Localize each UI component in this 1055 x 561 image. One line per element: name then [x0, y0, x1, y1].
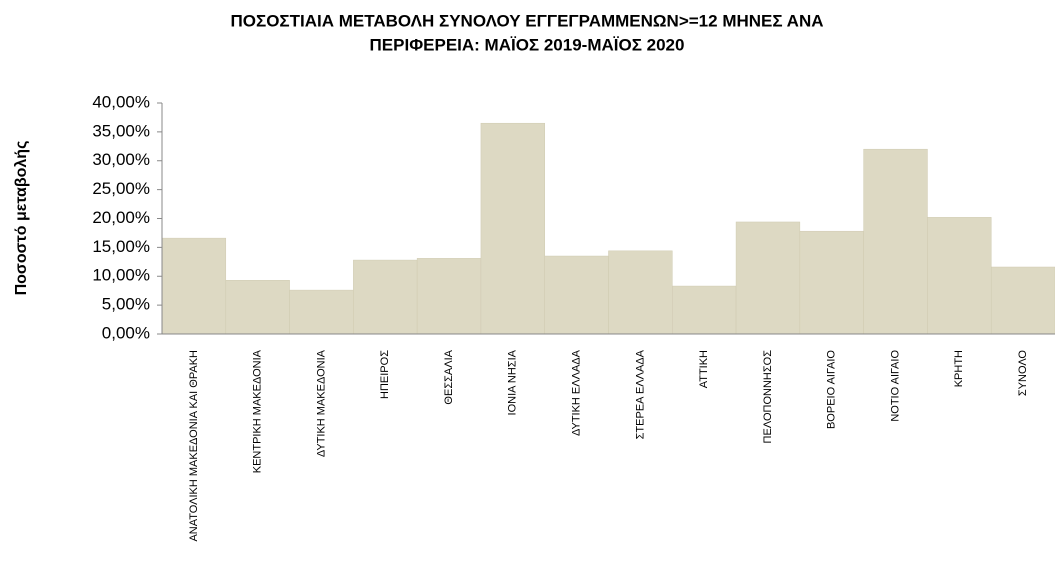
bar — [544, 255, 609, 335]
bar — [735, 221, 801, 335]
x-tick-label: ΔΥΤΙΚΗ ΕΛΛΑΔΑ — [571, 349, 583, 436]
y-tick-label: 10,00% — [92, 266, 150, 285]
x-tick-label: ΗΠΕΙΡΟΣ — [379, 350, 391, 399]
x-tick-label: ΔΥΤΙΚΗ ΜΑΚΕΔΟΝΙΑ — [315, 349, 327, 457]
y-axis-label: Ποσοστό μεταβολής — [13, 141, 30, 296]
x-tick-label: ΣΥΝΟΛΟ — [1017, 350, 1029, 397]
y-tick-label: 30,00% — [92, 150, 150, 169]
x-tick-label: ΑΤΤΙΚΗ — [698, 350, 710, 388]
bar — [161, 237, 227, 335]
y-tick-label: 40,00% — [92, 92, 150, 111]
x-tick-label: ΑΝΑΤΟΛΙΚΗ ΜΑΚΕΔΟΝΙΑ ΚΑΙ ΘΡΑΚΗ — [188, 350, 200, 542]
x-tick-label: ΣΤΕΡΕΑ ΕΛΛΑΔΑ — [634, 349, 646, 439]
chart-title: ΠΟΣΟΣΤΙΑΙΑ ΜΕΤΑΒΟΛΗ ΣΥΝΟΛΟΥ ΕΓΓΕΓΡΑΜΜΕΝΩ… — [231, 11, 824, 30]
bar — [289, 289, 354, 335]
bar — [608, 250, 673, 335]
y-tick-label: 35,00% — [92, 121, 150, 140]
x-tick-label: ΙΟΝΙΑ ΝΗΣΙΑ — [507, 349, 519, 415]
x-tick-label: ΘΕΣΣΑΛΙΑ — [443, 349, 455, 404]
x-tick-label: ΝΟΤΙΟ ΑΙΓΑΙΟ — [889, 350, 901, 422]
bar — [225, 280, 290, 335]
chart-title: ΠΕΡΙΦΕΡΕΙΑ: ΜΑΪΟΣ 2019-ΜΑΪΟΣ 2020 — [370, 35, 685, 54]
bar — [927, 217, 992, 335]
bar — [480, 122, 545, 335]
bar — [353, 259, 418, 335]
y-tick-label: 0,00% — [102, 323, 150, 342]
x-tick-label: ΚΕΝΤΡΙΚΗ ΜΑΚΕΔΟΝΙΑ — [252, 349, 264, 473]
bar — [863, 148, 928, 335]
y-tick-label: 25,00% — [92, 179, 150, 198]
bar — [799, 230, 864, 335]
y-tick-label: 15,00% — [92, 237, 150, 256]
y-tick-label: 5,00% — [102, 295, 150, 314]
bar — [990, 266, 1055, 335]
bar — [672, 285, 737, 335]
y-tick-label: 20,00% — [92, 208, 150, 227]
x-tick-label: ΠΕΛΟΠΟΝΝΗΣΟΣ — [762, 350, 774, 444]
bar — [416, 258, 482, 335]
x-tick-label: ΚΡΗΤΗ — [953, 350, 965, 387]
x-tick-label: ΒΟΡΕΙΟ ΑΙΓΑΙΟ — [826, 350, 838, 429]
